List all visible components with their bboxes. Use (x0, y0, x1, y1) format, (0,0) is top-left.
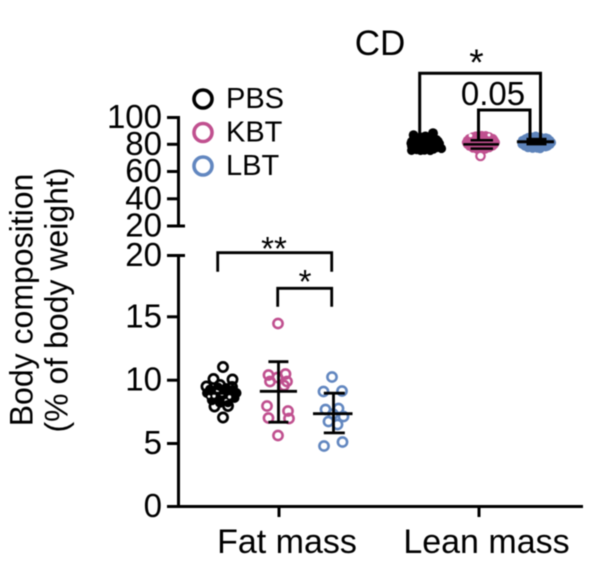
svg-text:20: 20 (125, 207, 162, 244)
svg-text:*: * (299, 263, 312, 300)
svg-text:LBT: LBT (226, 150, 279, 182)
svg-text:40: 40 (125, 179, 162, 216)
svg-text:CD: CD (355, 24, 406, 63)
svg-text:Fat mass: Fat mass (217, 523, 357, 561)
svg-text:**: ** (261, 230, 287, 267)
svg-text:80: 80 (125, 125, 162, 162)
svg-text:Body composition: Body composition (4, 174, 40, 427)
svg-text:10: 10 (125, 361, 162, 398)
svg-text:Lean mass: Lean mass (403, 523, 569, 561)
svg-text:20: 20 (125, 236, 162, 273)
svg-text:5: 5 (144, 424, 162, 461)
svg-text:PBS: PBS (226, 83, 284, 115)
svg-text:(% of body weight): (% of body weight) (39, 167, 75, 432)
svg-text:15: 15 (125, 297, 162, 334)
svg-text:0.05: 0.05 (461, 75, 525, 112)
svg-text:100: 100 (107, 98, 162, 135)
svg-text:60: 60 (125, 152, 162, 189)
svg-text:KBT: KBT (226, 117, 283, 149)
svg-text:*: * (469, 42, 483, 83)
svg-text:0: 0 (144, 487, 162, 524)
